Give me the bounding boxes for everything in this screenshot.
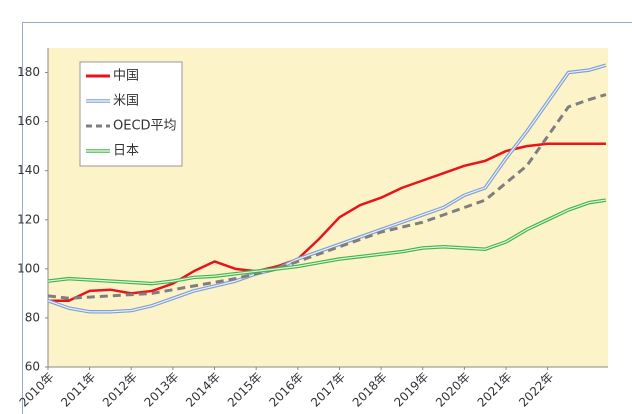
y-tick-label: 160 (17, 114, 40, 128)
y-tick-label: 80 (25, 310, 40, 324)
y-tick-label: 60 (25, 360, 40, 374)
series-line-inner (47, 64, 607, 313)
x-tick-label: 2021年 (475, 370, 515, 410)
legend-label: 日本 (113, 144, 139, 159)
y-tick-label: 180 (17, 65, 40, 79)
series-line (47, 93, 607, 300)
x-tick-label: 2018年 (350, 370, 390, 410)
x-tick-label: 2020年 (433, 370, 473, 410)
legend-label: 米国 (113, 94, 139, 109)
x-tick-label: 2012年 (100, 370, 140, 410)
y-tick-label: 100 (17, 261, 40, 275)
x-tick-label: 2016年 (266, 370, 306, 410)
x-tick-label: 2014年 (183, 370, 223, 410)
legend-label: 中国 (113, 69, 139, 84)
y-tick-label: 140 (17, 163, 40, 177)
legend-box (79, 61, 183, 167)
frame (22, 22, 632, 414)
series-line-inner (47, 199, 607, 285)
x-tick-label: 2015年 (225, 370, 265, 410)
legend-label: OECD平均 (113, 119, 177, 134)
series-line (48, 142, 606, 302)
x-tick-label: 2019年 (391, 370, 431, 410)
x-tick-label: 2011年 (58, 370, 98, 410)
x-tick-label: 2022年 (516, 370, 556, 410)
x-tick-label: 2017年 (308, 370, 348, 410)
x-tick-label: 2013年 (142, 370, 182, 410)
y-tick-label: 120 (17, 212, 40, 226)
